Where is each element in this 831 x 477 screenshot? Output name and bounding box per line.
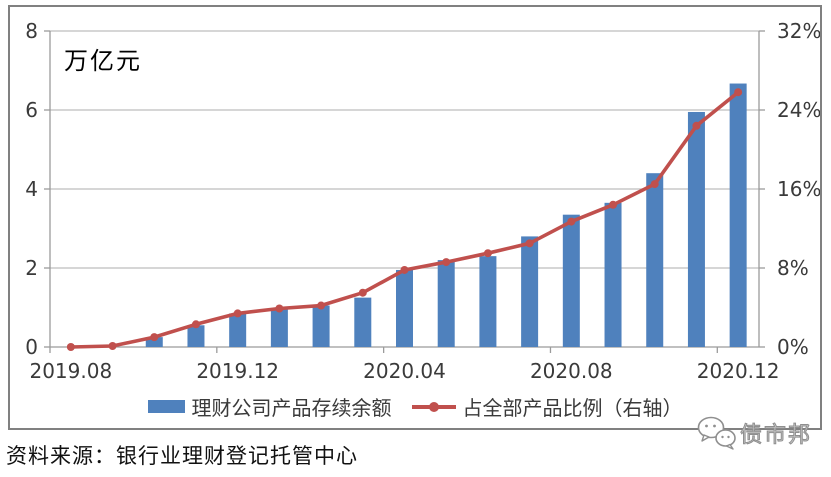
left-axis-tick-label: 4 — [25, 177, 38, 201]
bar-series-swatch — [147, 400, 185, 413]
line-marker — [317, 301, 326, 310]
line-marker — [150, 333, 159, 342]
bar — [646, 173, 664, 347]
line-marker — [400, 265, 409, 274]
chat-bubbles-icon — [697, 416, 736, 450]
x-axis-tick-label: 2019.12 — [196, 359, 279, 383]
bar — [479, 256, 497, 347]
line-marker — [483, 249, 492, 258]
chart-frame: 0 2 4 6 8 0% 8% 16% 24% 32% 2019.08 2019.12 2020.04 2… — [8, 5, 822, 430]
left-axis-tick-label: 0 — [25, 335, 38, 359]
bar — [687, 111, 705, 347]
bar — [354, 297, 372, 347]
line-swatch-marker-dot — [428, 401, 439, 412]
left-axis-unit-label: 万亿元 — [64, 47, 142, 75]
bar — [270, 309, 288, 347]
watermark-text: 债市邦 — [739, 423, 813, 449]
x-axis-tick-label: 2020.04 — [363, 359, 446, 383]
line-marker — [734, 88, 743, 97]
line-marker — [108, 342, 117, 351]
x-axis-tick-label: 2019.08 — [29, 359, 112, 383]
line-marker — [191, 320, 200, 329]
left-axis-tick-label: 8 — [25, 19, 38, 43]
bar — [187, 325, 205, 347]
bar — [396, 269, 413, 347]
line-series-swatch — [411, 400, 456, 414]
right-axis-tick-label: 32% — [777, 19, 820, 43]
line-marker — [358, 288, 367, 297]
x-axis-tick-label: 2020.08 — [530, 359, 613, 383]
line-marker — [442, 258, 451, 267]
line-marker — [650, 180, 659, 189]
left-axis-tick-label: 6 — [25, 98, 38, 122]
bar — [437, 260, 455, 347]
bar — [145, 337, 163, 347]
bar — [521, 236, 539, 347]
line-marker — [66, 343, 75, 351]
legend-item-line-series: 占全部产品比例（右轴） — [411, 392, 683, 421]
right-axis-tick-label: 16% — [777, 177, 820, 201]
right-axis-tick-label: 0% — [777, 335, 809, 359]
legend-label-bar-series: 理财公司产品存续余额 — [191, 396, 392, 420]
right-axis-tick-label: 8% — [777, 256, 809, 280]
watermark: 债市邦 — [697, 416, 812, 450]
right-axis-tick-label: 24% — [777, 98, 820, 122]
left-axis-tick-label: 2 — [25, 256, 38, 280]
legend-item-bar-series: 理财公司产品存续余额 — [147, 392, 392, 421]
bar — [312, 305, 330, 347]
line-marker — [233, 309, 242, 318]
line-marker — [609, 200, 618, 209]
bar — [562, 214, 580, 347]
x-axis-tick-label: 2020.12 — [697, 359, 780, 383]
line-marker — [525, 239, 534, 248]
line-marker — [692, 121, 701, 130]
bar — [229, 313, 247, 347]
line-marker — [567, 217, 576, 226]
legend: 理财公司产品存续余额 占全部产品比例（右轴） — [10, 392, 820, 421]
bar — [604, 202, 622, 347]
source-note: 资料来源：银行业理财登记托管中心 — [6, 444, 358, 468]
combo-chart-plot: 0 2 4 6 8 0% 8% 16% 24% 32% 2019.08 2019.12 2020.04 2… — [25, 19, 820, 383]
legend-label-line-series: 占全部产品比例（右轴） — [462, 396, 683, 420]
bar — [729, 83, 747, 347]
line-marker — [275, 304, 284, 313]
